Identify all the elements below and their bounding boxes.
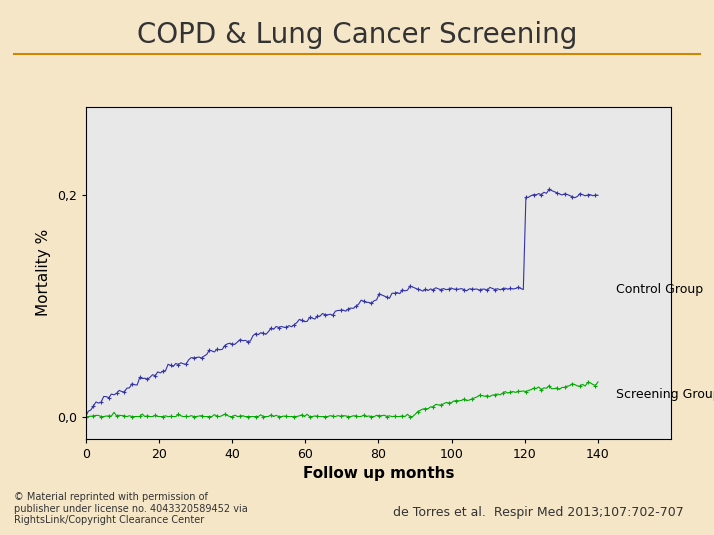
Bar: [265, 272, 313, 310]
X-axis label: TNM stage: TNM stage: [231, 333, 283, 343]
Text: SG: SG: [283, 259, 296, 269]
Text: COPD & Lung Cancer Screening: COPD & Lung Cancer Screening: [137, 21, 577, 49]
X-axis label: Follow up months: Follow up months: [303, 467, 454, 482]
Text: de Torres et al.  Respir Med 2013;107:702-707: de Torres et al. Respir Med 2013;107:702…: [393, 506, 683, 519]
Text: © Material reprinted with permission of
publisher under license no. 404332058945: © Material reprinted with permission of …: [14, 492, 248, 525]
Y-axis label: Mortality %: Mortality %: [36, 229, 51, 317]
Bar: [317, 126, 366, 310]
Text: SG: SG: [137, 143, 150, 152]
Bar: [172, 304, 220, 310]
Text: CG: CG: [335, 114, 348, 124]
Text: *p<0,05: *p<0,05: [238, 110, 276, 119]
Text: CG: CG: [189, 293, 203, 302]
Text: Control Group: Control Group: [616, 283, 703, 296]
Text: Screening Group: Screening Group: [616, 388, 714, 401]
Bar: [119, 155, 168, 310]
